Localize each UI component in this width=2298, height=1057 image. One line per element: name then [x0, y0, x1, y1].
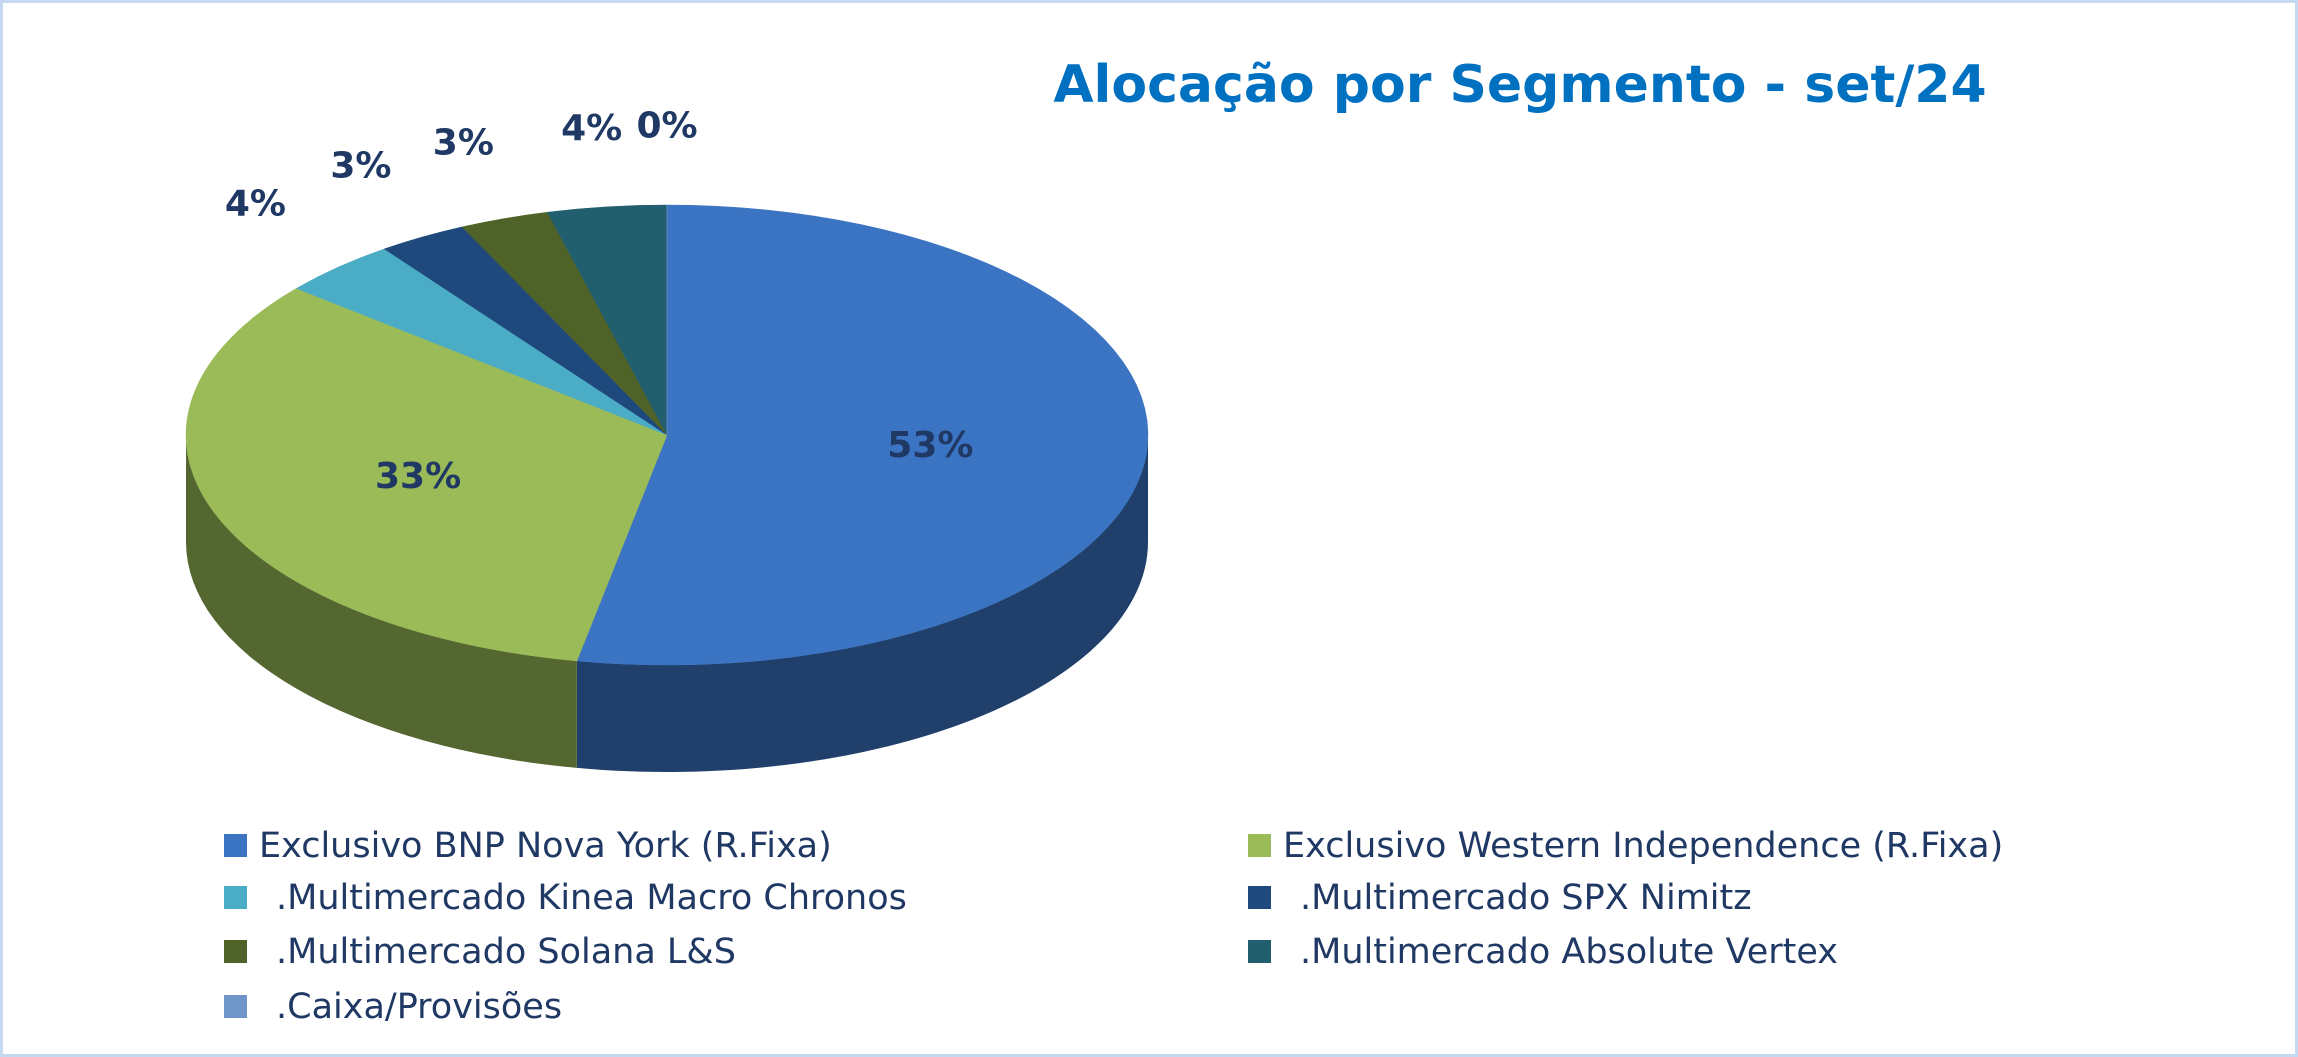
slice-side	[186, 435, 577, 768]
legend-swatch	[1248, 834, 1271, 857]
legend-label: .Multimercado SPX Nimitz	[1300, 878, 1752, 918]
data-label: 4%	[561, 108, 622, 149]
legend-swatch	[224, 995, 247, 1018]
legend-swatch	[224, 834, 247, 857]
legend-swatch	[1248, 886, 1271, 909]
legend-label: .Caixa/Provisões	[276, 987, 562, 1027]
legend-label: Exclusivo Western Independence (R.Fixa)	[1283, 826, 2003, 866]
slice	[185, 288, 668, 662]
legend-swatch	[224, 940, 247, 963]
data-label: 53%	[887, 425, 973, 466]
legend-label: .Multimercado Solana L&S	[276, 932, 736, 972]
data-label: 33%	[375, 456, 461, 497]
chart-title: Alocação por Segmento - set/24	[1053, 55, 1986, 115]
legend-label: .Multimercado Kinea Macro Chronos	[276, 878, 907, 918]
data-label: 3%	[433, 122, 494, 163]
slice-side	[576, 435, 1148, 772]
legend-swatch	[1248, 940, 1271, 963]
legend-label: .Multimercado Absolute Vertex	[1300, 932, 1838, 972]
legend-swatch	[224, 886, 247, 909]
legend-label: Exclusivo BNP Nova York (R.Fixa)	[259, 826, 832, 866]
data-label: 3%	[330, 146, 391, 187]
data-label: 0%	[636, 106, 697, 147]
slice	[576, 204, 1149, 666]
data-label: 4%	[225, 183, 286, 224]
